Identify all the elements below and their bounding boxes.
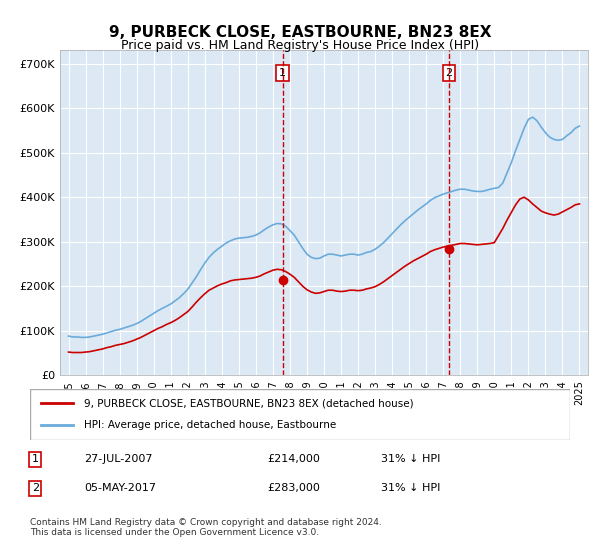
Text: £283,000: £283,000 xyxy=(268,483,320,493)
Text: £214,000: £214,000 xyxy=(268,454,320,464)
Text: 2: 2 xyxy=(445,68,452,78)
Text: 9, PURBECK CLOSE, EASTBOURNE, BN23 8EX: 9, PURBECK CLOSE, EASTBOURNE, BN23 8EX xyxy=(109,25,491,40)
Text: 1: 1 xyxy=(32,454,39,464)
Text: 05-MAY-2017: 05-MAY-2017 xyxy=(84,483,156,493)
Text: HPI: Average price, detached house, Eastbourne: HPI: Average price, detached house, East… xyxy=(84,421,336,431)
FancyBboxPatch shape xyxy=(30,389,570,440)
Text: Contains HM Land Registry data © Crown copyright and database right 2024.
This d: Contains HM Land Registry data © Crown c… xyxy=(30,518,382,538)
Text: 2: 2 xyxy=(32,483,39,493)
Text: 31% ↓ HPI: 31% ↓ HPI xyxy=(381,454,440,464)
Text: 1: 1 xyxy=(279,68,286,78)
Text: 27-JUL-2007: 27-JUL-2007 xyxy=(84,454,152,464)
Text: Price paid vs. HM Land Registry's House Price Index (HPI): Price paid vs. HM Land Registry's House … xyxy=(121,39,479,52)
Text: 9, PURBECK CLOSE, EASTBOURNE, BN23 8EX (detached house): 9, PURBECK CLOSE, EASTBOURNE, BN23 8EX (… xyxy=(84,398,413,408)
Text: 31% ↓ HPI: 31% ↓ HPI xyxy=(381,483,440,493)
